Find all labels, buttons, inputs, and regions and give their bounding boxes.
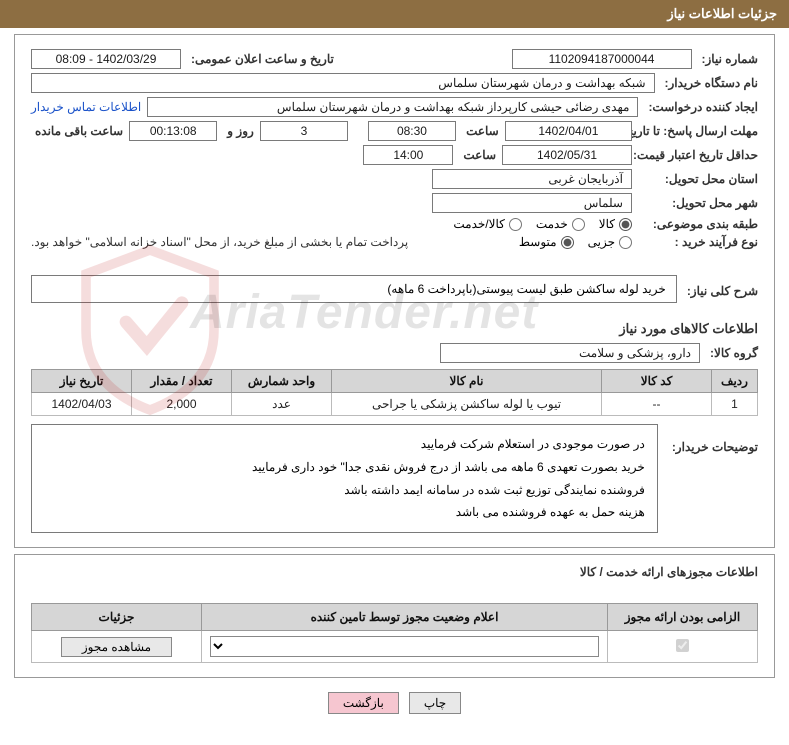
- validity-label: حداقل تاریخ اعتبار قیمت: تا تاریخ:: [638, 148, 758, 162]
- category-label: طبقه بندی موضوعی:: [638, 217, 758, 231]
- print-button[interactable]: چاپ: [409, 692, 461, 714]
- province-value: آذربایجان غربی: [432, 169, 632, 189]
- validity-date: 1402/05/31: [502, 145, 632, 165]
- remaining-label: ساعت باقی مانده: [31, 124, 123, 138]
- goods-group-label: گروه کالا:: [706, 346, 758, 360]
- page-title: جزئیات اطلاعات نیاز: [667, 6, 777, 21]
- perm-th-details: جزئیات: [32, 604, 202, 631]
- buyer-org-value: شبکه بهداشت و درمان شهرستان سلماس: [31, 73, 655, 93]
- purchase-type-group: جزیی متوسط: [519, 235, 632, 249]
- buyer-org-label: نام دستگاه خریدار:: [661, 76, 759, 90]
- cell-row: 1: [712, 393, 758, 416]
- pt-medium-radio[interactable]: [561, 236, 574, 249]
- perm-th-mandatory: الزامی بودن ارائه مجوز: [608, 604, 758, 631]
- need-no-value: 1102094187000044: [512, 49, 692, 69]
- details-frame: AriaTender.net شماره نیاز: 1102094187000…: [14, 34, 775, 548]
- general-desc-box: خرید لوله ساکشن طبق لیست پیوستی(باپرداخت…: [31, 275, 677, 303]
- announce-dt-value: 1402/03/29 - 08:09: [31, 49, 181, 69]
- general-desc-text: خرید لوله ساکشن طبق لیست پیوستی(باپرداخت…: [387, 282, 665, 296]
- pt-small-radio[interactable]: [619, 236, 632, 249]
- page-header: جزئیات اطلاعات نیاز: [0, 0, 789, 28]
- return-button[interactable]: بازگشت: [328, 692, 399, 714]
- cat-both-option[interactable]: کالا/خدمت: [453, 217, 521, 231]
- th-date: تاریخ نیاز: [32, 370, 132, 393]
- footer-buttons: چاپ بازگشت: [0, 684, 789, 728]
- pt-medium-option[interactable]: متوسط: [519, 235, 574, 249]
- cat-service-option[interactable]: خدمت: [536, 217, 585, 231]
- cell-qty: 2,000: [132, 393, 232, 416]
- table-row: 1 -- تیوب یا لوله ساکشن پزشکی یا جراحی ع…: [32, 393, 758, 416]
- th-qty: تعداد / مقدار: [132, 370, 232, 393]
- city-value: سلماس: [432, 193, 632, 213]
- th-unit: واحد شمارش: [232, 370, 332, 393]
- general-desc-label: شرح کلی نیاز:: [683, 284, 758, 298]
- cell-code: --: [602, 393, 712, 416]
- cat-service-radio[interactable]: [572, 218, 585, 231]
- note-line-2: خرید بصورت تعهدی 6 ماهه می باشد از درج ف…: [44, 456, 645, 479]
- buyer-notes-label: توضیحات خریدار:: [668, 416, 758, 454]
- requester-label: ایجاد کننده درخواست:: [644, 100, 758, 114]
- cell-name: تیوب یا لوله ساکشن پزشکی یا جراحی: [332, 393, 602, 416]
- cat-goods-option[interactable]: کالا: [599, 217, 632, 231]
- requester-value: مهدی رضائی حیشی کارپرداز شبکه بهداشت و د…: [147, 97, 638, 117]
- note-line-1: در صورت موجودی در استعلام شرکت فرمایید: [44, 433, 645, 456]
- note-line-4: هزینه حمل به عهده فروشنده می باشد: [44, 501, 645, 524]
- pt-small-option[interactable]: جزیی: [588, 235, 632, 249]
- buyer-notes-box: در صورت موجودی در استعلام شرکت فرمایید خ…: [31, 424, 658, 533]
- note-line-3: فروشنده نمایندگی توزیع ثبت شده در سامانه…: [44, 479, 645, 502]
- th-name: نام کالا: [332, 370, 602, 393]
- permissions-table: الزامی بودن ارائه مجوز اعلام وضعیت مجوز …: [31, 603, 758, 663]
- perm-status-cell: [202, 631, 608, 663]
- perm-status-select[interactable]: [210, 636, 599, 657]
- deadline-date: 1402/04/01: [505, 121, 632, 141]
- perm-mandatory-cell: [608, 631, 758, 663]
- th-code: کد کالا: [602, 370, 712, 393]
- need-no-label: شماره نیاز:: [698, 52, 758, 66]
- deadline-label: مهلت ارسال پاسخ: تا تاریخ:: [638, 124, 758, 138]
- category-radio-group: کالا خدمت کالا/خدمت: [453, 217, 632, 231]
- perm-row: مشاهده مجوز: [32, 631, 758, 663]
- perm-th-status: اعلام وضعیت مجوز توسط تامین کننده: [202, 604, 608, 631]
- th-row: ردیف: [712, 370, 758, 393]
- view-permission-button[interactable]: مشاهده مجوز: [61, 637, 172, 657]
- perm-section-title: اطلاعات مجوزهای ارائه خدمت / کالا: [31, 565, 758, 579]
- deadline-time: 08:30: [368, 121, 456, 141]
- goods-group-value: دارو، پزشکی و سلامت: [440, 343, 700, 363]
- cat-goods-radio[interactable]: [619, 218, 632, 231]
- cell-date: 1402/04/03: [32, 393, 132, 416]
- purchase-type-label: نوع فرآیند خرید :: [638, 235, 758, 249]
- perm-mandatory-checkbox: [676, 639, 689, 652]
- countdown-value: 00:13:08: [129, 121, 217, 141]
- time-label-2: ساعت: [459, 148, 496, 162]
- payment-note: پرداخت تمام یا بخشی از مبلغ خرید، از محل…: [31, 235, 408, 249]
- goods-info-title: اطلاعات کالاهای مورد نیاز: [31, 321, 758, 337]
- perm-details-cell: مشاهده مجوز: [32, 631, 202, 663]
- cell-unit: عدد: [232, 393, 332, 416]
- time-label-1: ساعت: [462, 124, 499, 138]
- buyer-contact-link[interactable]: اطلاعات تماس خریدار: [31, 100, 141, 114]
- days-and-label: روز و: [223, 124, 254, 138]
- permissions-frame: اطلاعات مجوزهای ارائه خدمت / کالا الزامی…: [14, 554, 775, 678]
- days-remaining: 3: [260, 121, 348, 141]
- city-label: شهر محل تحویل:: [638, 196, 758, 210]
- cat-both-radio[interactable]: [509, 218, 522, 231]
- items-table: ردیف کد کالا نام کالا واحد شمارش تعداد /…: [31, 369, 758, 416]
- announce-dt-label: تاریخ و ساعت اعلان عمومی:: [187, 52, 334, 66]
- validity-time: 14:00: [363, 145, 453, 165]
- province-label: استان محل تحویل:: [638, 172, 758, 186]
